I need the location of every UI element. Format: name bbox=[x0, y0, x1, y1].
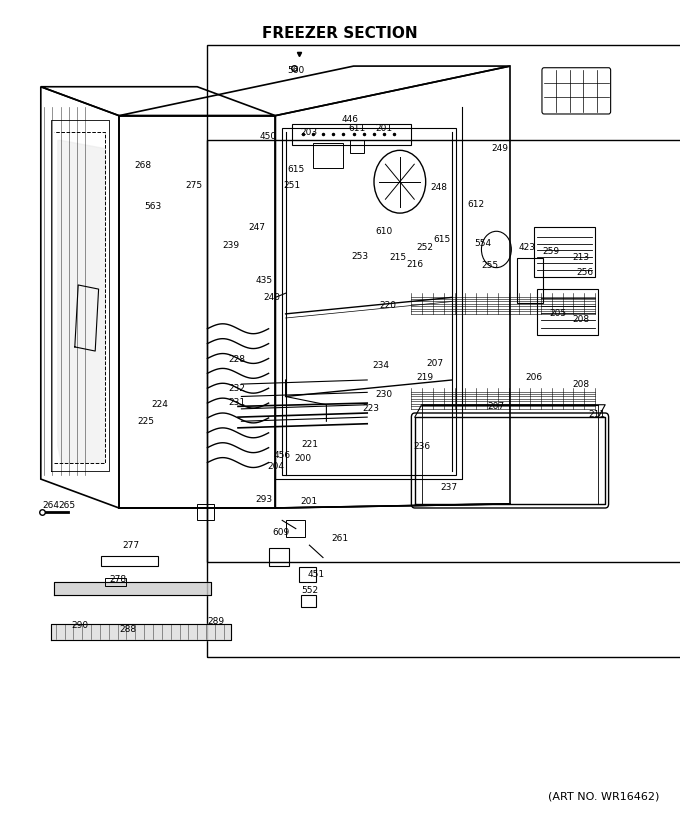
Bar bbox=[101, 556, 158, 566]
Text: 206: 206 bbox=[525, 373, 543, 382]
Bar bbox=[282, 128, 456, 475]
Text: 228: 228 bbox=[228, 355, 245, 363]
Text: 225: 225 bbox=[137, 417, 154, 425]
Text: 253: 253 bbox=[352, 252, 369, 260]
Text: 450: 450 bbox=[260, 132, 277, 140]
Text: 554: 554 bbox=[474, 240, 492, 248]
Text: 615: 615 bbox=[433, 235, 451, 244]
Text: 200: 200 bbox=[294, 454, 311, 463]
Text: 264: 264 bbox=[42, 501, 60, 510]
Text: 234: 234 bbox=[373, 361, 389, 369]
Bar bbox=[301, 595, 316, 607]
Text: 248: 248 bbox=[430, 183, 447, 192]
Text: 216: 216 bbox=[406, 260, 424, 268]
Polygon shape bbox=[51, 624, 231, 640]
Text: 236: 236 bbox=[413, 442, 430, 450]
Text: 201: 201 bbox=[375, 124, 393, 132]
Text: 277: 277 bbox=[122, 541, 140, 549]
Text: 261: 261 bbox=[331, 534, 349, 543]
Text: 560: 560 bbox=[287, 66, 305, 74]
Text: 446: 446 bbox=[341, 116, 359, 124]
Text: 435: 435 bbox=[255, 277, 273, 285]
Text: 232: 232 bbox=[228, 384, 245, 392]
Text: 207: 207 bbox=[488, 402, 505, 411]
Text: 230: 230 bbox=[375, 390, 393, 398]
Text: 451: 451 bbox=[307, 570, 325, 578]
Bar bbox=[292, 124, 411, 145]
Text: 268: 268 bbox=[134, 161, 152, 169]
Bar bbox=[537, 289, 598, 335]
Text: 456: 456 bbox=[273, 452, 291, 460]
Text: 609: 609 bbox=[272, 529, 290, 537]
Text: 205: 205 bbox=[549, 310, 566, 318]
Text: 215: 215 bbox=[389, 254, 407, 262]
Bar bbox=[534, 227, 595, 277]
Text: 207: 207 bbox=[426, 359, 444, 368]
Text: 208: 208 bbox=[573, 380, 590, 388]
Text: 612: 612 bbox=[467, 200, 485, 208]
Text: 252: 252 bbox=[416, 244, 434, 252]
Text: 249: 249 bbox=[491, 145, 509, 153]
Text: 288: 288 bbox=[119, 625, 137, 634]
Text: 213: 213 bbox=[573, 254, 590, 262]
Text: 423: 423 bbox=[518, 244, 536, 252]
Text: 237: 237 bbox=[440, 483, 458, 491]
Text: 231: 231 bbox=[228, 398, 245, 406]
Text: 265: 265 bbox=[58, 501, 75, 510]
Text: 289: 289 bbox=[207, 617, 225, 625]
Text: 259: 259 bbox=[542, 248, 560, 256]
Text: FREEZER SECTION: FREEZER SECTION bbox=[262, 26, 418, 41]
Text: 255: 255 bbox=[481, 262, 498, 270]
Bar bbox=[350, 140, 364, 153]
Text: 220: 220 bbox=[379, 301, 396, 310]
Text: 219: 219 bbox=[416, 373, 434, 382]
Bar bbox=[517, 258, 543, 303]
Text: 552: 552 bbox=[301, 586, 318, 595]
Text: 224: 224 bbox=[152, 401, 168, 409]
Text: (ART NO. WR16462): (ART NO. WR16462) bbox=[548, 791, 660, 801]
Polygon shape bbox=[54, 582, 211, 595]
Text: 247: 247 bbox=[249, 223, 265, 231]
Text: 275: 275 bbox=[185, 182, 203, 190]
Bar bbox=[269, 548, 289, 566]
Text: 223: 223 bbox=[362, 405, 379, 413]
Bar bbox=[105, 578, 126, 586]
Polygon shape bbox=[58, 140, 105, 463]
Text: 251: 251 bbox=[284, 182, 301, 190]
Text: 290: 290 bbox=[71, 621, 89, 629]
Text: 563: 563 bbox=[144, 202, 162, 211]
Bar bbox=[197, 504, 214, 520]
Text: 293: 293 bbox=[255, 496, 273, 504]
Text: 610: 610 bbox=[375, 227, 393, 235]
Text: 240: 240 bbox=[264, 293, 280, 301]
Bar bbox=[286, 520, 305, 537]
Text: 239: 239 bbox=[222, 241, 240, 249]
Text: 201: 201 bbox=[301, 497, 318, 506]
Text: 611: 611 bbox=[348, 124, 366, 132]
Text: 208: 208 bbox=[573, 316, 590, 324]
Text: 256: 256 bbox=[576, 268, 594, 277]
Text: 203: 203 bbox=[301, 128, 318, 136]
Text: 221: 221 bbox=[301, 440, 318, 449]
Text: 615: 615 bbox=[287, 165, 305, 173]
Text: 278: 278 bbox=[109, 576, 126, 584]
Bar bbox=[299, 567, 316, 582]
Bar bbox=[313, 143, 343, 168]
Text: 211: 211 bbox=[588, 411, 606, 419]
Text: 204: 204 bbox=[267, 463, 284, 471]
